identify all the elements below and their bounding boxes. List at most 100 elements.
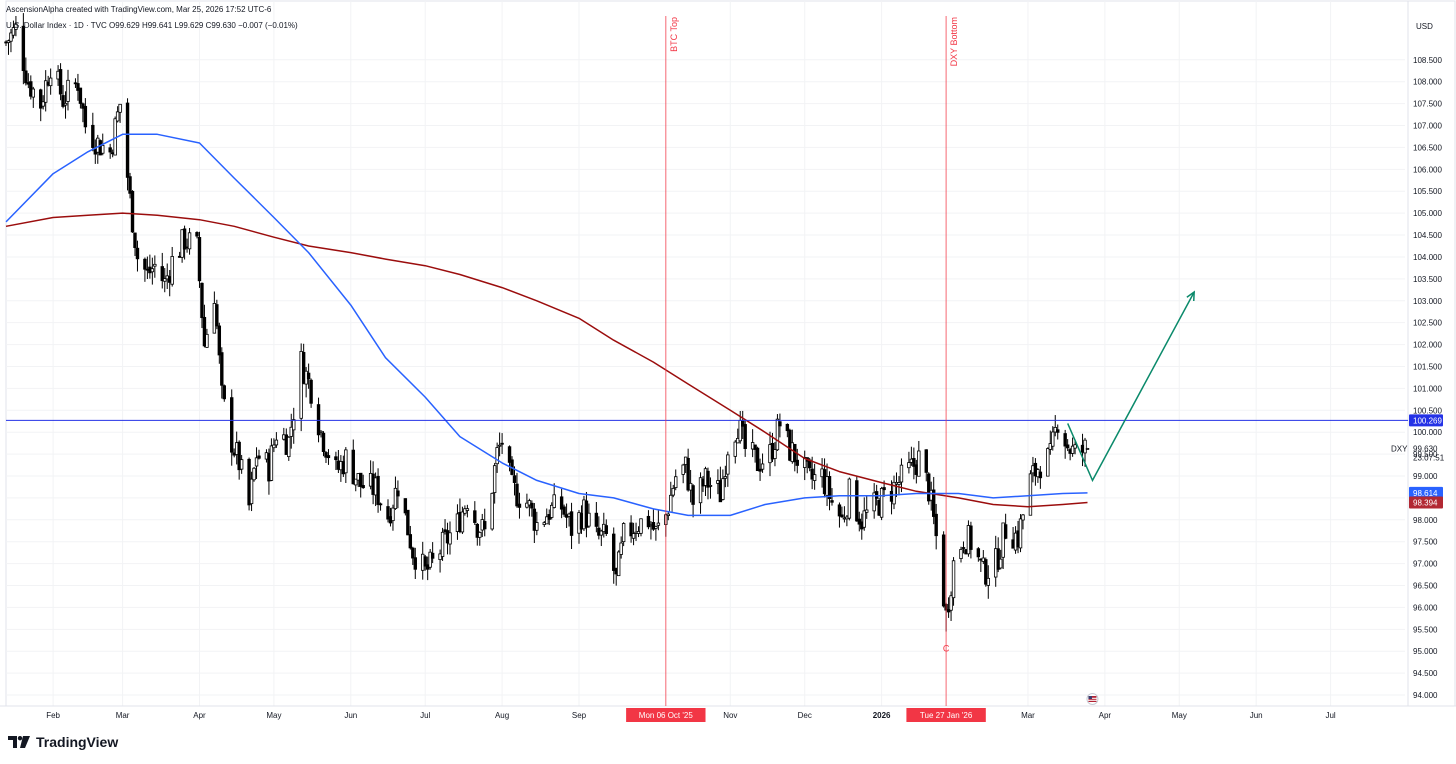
price-tick-label: 99.500 xyxy=(1413,450,1438,459)
candle-body xyxy=(1046,448,1050,477)
candle xyxy=(1001,522,1005,569)
candle xyxy=(463,505,467,516)
candle-body xyxy=(202,316,207,347)
candle-body xyxy=(616,551,621,577)
candle xyxy=(361,474,365,489)
candle-body xyxy=(708,485,713,487)
candle xyxy=(917,440,921,477)
candle-body xyxy=(773,449,777,459)
time-tick-label: Jun xyxy=(1250,711,1263,720)
candle-body xyxy=(778,421,782,427)
candle xyxy=(205,328,209,348)
candle-body xyxy=(430,552,435,559)
candle-body xyxy=(334,456,338,461)
candle-body xyxy=(785,423,790,432)
candle xyxy=(879,486,884,521)
candle xyxy=(239,454,244,474)
candle-body xyxy=(478,531,482,538)
time-tick-label: Jul xyxy=(420,711,430,720)
candle-body xyxy=(316,404,321,436)
candle-body xyxy=(497,444,502,447)
annotation-date-badge xyxy=(906,708,986,722)
candle xyxy=(959,546,963,563)
symbol-title[interactable]: U.S. Dollar Index · 1D · TVC xyxy=(6,21,107,30)
candle-body xyxy=(319,430,323,433)
time-tick-label: Mar xyxy=(116,711,130,720)
time-tick-label: Jun xyxy=(344,711,357,720)
candle-body xyxy=(865,509,869,513)
candle-body xyxy=(998,558,1003,569)
candle-body xyxy=(587,512,591,527)
candle xyxy=(478,531,482,546)
candle xyxy=(951,557,956,606)
candle xyxy=(569,502,574,550)
annotation-date-label: Mon 06 Oct '25 xyxy=(639,711,694,720)
candle xyxy=(272,438,276,453)
candle xyxy=(984,557,988,587)
candle-body xyxy=(827,476,832,500)
candle xyxy=(755,446,760,472)
candle xyxy=(304,367,308,398)
candle-body xyxy=(912,458,916,467)
candle-body xyxy=(91,124,95,148)
change-value: −0.007 (−0.01%) xyxy=(238,21,298,30)
candle xyxy=(1065,439,1070,452)
candle-body xyxy=(721,478,725,500)
candle-body xyxy=(674,476,678,488)
candle-body xyxy=(552,494,556,508)
candle xyxy=(743,420,747,457)
candle-body xyxy=(892,481,896,505)
candle xyxy=(721,469,725,501)
candle xyxy=(998,549,1003,570)
price-tick-label: 103.000 xyxy=(1413,297,1442,306)
candle xyxy=(723,465,728,488)
candle xyxy=(148,254,152,279)
candle xyxy=(202,304,207,348)
candle xyxy=(220,347,224,399)
time-tick-label: Jul xyxy=(1325,711,1335,720)
candle-body xyxy=(698,477,703,504)
candle xyxy=(604,519,608,536)
price-tick-label: 102.000 xyxy=(1413,341,1442,350)
candle xyxy=(681,463,685,484)
time-tick-label: Sep xyxy=(572,711,587,720)
candle xyxy=(43,70,48,112)
candle-body xyxy=(63,102,68,106)
price-tick-label: 101.500 xyxy=(1413,362,1442,371)
tradingview-brand[interactable]: TradingView xyxy=(8,733,118,751)
candle xyxy=(559,488,564,519)
candle-body xyxy=(326,455,331,459)
candle-body xyxy=(391,507,395,522)
candle-body xyxy=(795,459,799,466)
candle-body xyxy=(220,352,224,386)
candle xyxy=(378,502,383,511)
candle xyxy=(631,522,636,546)
candle-body xyxy=(465,508,470,511)
candle-body xyxy=(287,436,291,458)
candle-body xyxy=(758,468,762,472)
time-tick-label: Dec xyxy=(798,711,812,720)
price-tick-label: 94.500 xyxy=(1413,669,1438,678)
candle-body xyxy=(666,513,670,516)
candle-body xyxy=(535,522,539,531)
projection-arrowhead xyxy=(1186,290,1195,302)
candle xyxy=(78,87,83,109)
candle-body xyxy=(872,492,876,512)
open-value: 99.629 xyxy=(115,21,140,30)
candle-body xyxy=(321,432,326,452)
candle xyxy=(252,467,256,482)
candle xyxy=(217,322,222,364)
grid xyxy=(6,1,1405,706)
candle xyxy=(473,501,477,526)
candle xyxy=(118,103,122,123)
candle-body xyxy=(654,526,658,529)
candle-body xyxy=(125,102,130,178)
candle-body xyxy=(61,95,65,107)
candle xyxy=(6,39,11,55)
candle-body xyxy=(118,103,122,113)
candle-body xyxy=(1063,433,1067,447)
candle xyxy=(621,522,626,547)
candle xyxy=(306,363,311,389)
candle-body xyxy=(160,266,164,282)
